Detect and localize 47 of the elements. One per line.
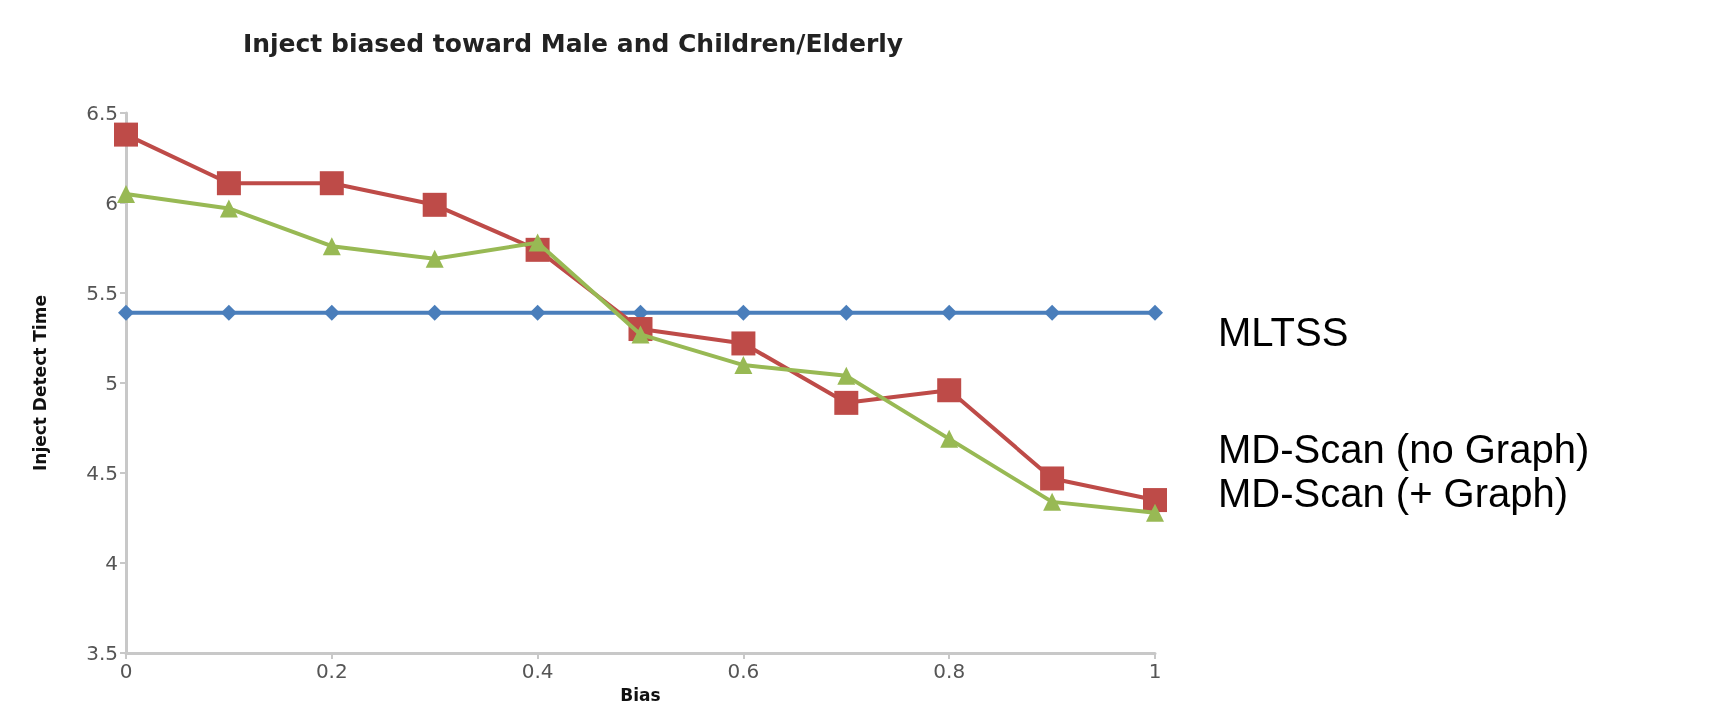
- y-tick-label: 5.5: [86, 281, 118, 306]
- point: [529, 304, 546, 321]
- point: [219, 199, 238, 218]
- point: [734, 356, 753, 375]
- point: [319, 171, 344, 196]
- series-label: MLTSS: [1218, 310, 1349, 355]
- point: [1044, 304, 1061, 321]
- x-tick-label: 1: [1148, 659, 1162, 684]
- point: [1143, 488, 1167, 513]
- point: [834, 390, 859, 415]
- x-tick-label: 0.6: [727, 659, 760, 684]
- point: [837, 366, 856, 385]
- point: [731, 331, 756, 356]
- point: [323, 304, 340, 321]
- point: [1040, 466, 1065, 491]
- point: [1043, 492, 1062, 511]
- point: [114, 122, 138, 147]
- chart-title: Inject biased toward Male and Children/Elderly: [242, 29, 904, 58]
- x-tick-label: 0: [119, 659, 133, 684]
- point: [216, 171, 241, 196]
- y-tick-label: 4.5: [86, 461, 118, 486]
- series-label: MD-Scan (+ Graph): [1218, 471, 1569, 516]
- point: [322, 237, 341, 256]
- x-tick-label: 0.4: [521, 659, 554, 684]
- x-tick-label: 0.2: [315, 659, 348, 684]
- point: [425, 249, 444, 268]
- point: [118, 304, 134, 321]
- point: [1146, 503, 1164, 522]
- point: [117, 185, 135, 204]
- series-label: MD-Scan (no Graph): [1218, 427, 1590, 471]
- x-tick-label: 0.8: [933, 659, 966, 684]
- y-tick-label: 3.5: [86, 641, 118, 666]
- point: [220, 304, 237, 321]
- point: [422, 192, 447, 217]
- y-tick-label: 6: [105, 191, 118, 216]
- point: [940, 429, 959, 448]
- point: [426, 304, 443, 321]
- point: [735, 304, 752, 321]
- point: [941, 304, 958, 321]
- point: [1147, 304, 1163, 321]
- y-axis-title: Inject Detect Time: [29, 295, 50, 472]
- point: [838, 304, 855, 321]
- y-tick-label: 4: [105, 551, 118, 576]
- y-tick-label: 6.5: [86, 101, 118, 125]
- point: [937, 378, 962, 403]
- x-axis-title: Bias: [620, 684, 661, 705]
- y-tick-label: 5: [105, 371, 118, 396]
